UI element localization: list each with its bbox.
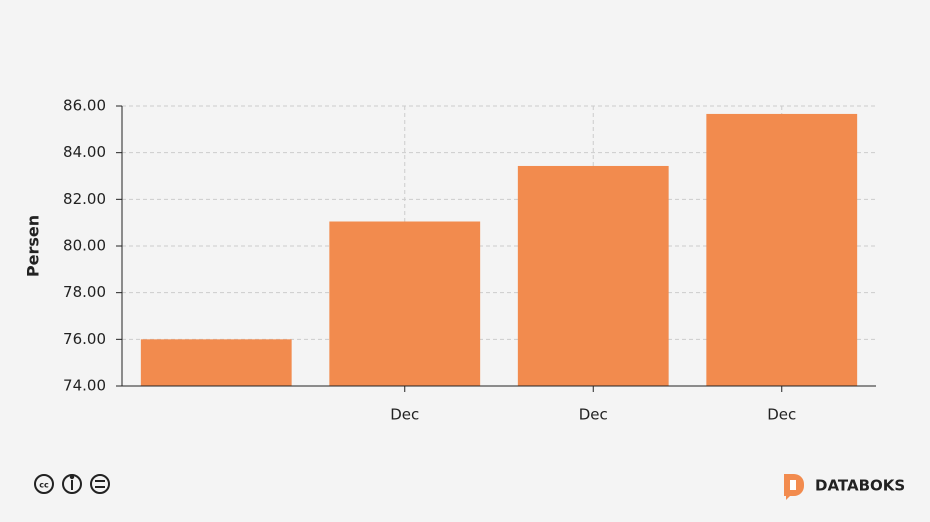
y-tick-label: 78.00	[63, 283, 106, 301]
axis-layer: 74.00 76.00 78.00 80.00 82.00 84.00 86.00 Dec De…	[63, 97, 876, 424]
y-tick-label: 84.00	[63, 143, 106, 161]
y-tick-label: 82.00	[63, 190, 106, 208]
y-axis-label: Persen	[24, 215, 43, 277]
svg-text:cc: cc	[39, 481, 49, 490]
bar	[517, 165, 669, 386]
x-tick-label: Dec	[767, 406, 796, 424]
y-tick-label: 80.00	[63, 237, 106, 255]
y-tick-label: 86.00	[63, 97, 106, 115]
bar	[706, 113, 858, 386]
brand-name: DATABOKS	[815, 477, 905, 495]
brand-logo	[784, 474, 804, 500]
x-tick-label: Dec	[579, 406, 608, 424]
bar	[329, 221, 481, 386]
bar-layer	[140, 113, 858, 386]
y-tick-label: 76.00	[63, 330, 106, 348]
x-tick-label: Dec	[390, 406, 419, 424]
y-tick-label: 74.00	[63, 377, 106, 395]
bar	[140, 339, 292, 386]
license-icons: cc	[34, 474, 110, 494]
